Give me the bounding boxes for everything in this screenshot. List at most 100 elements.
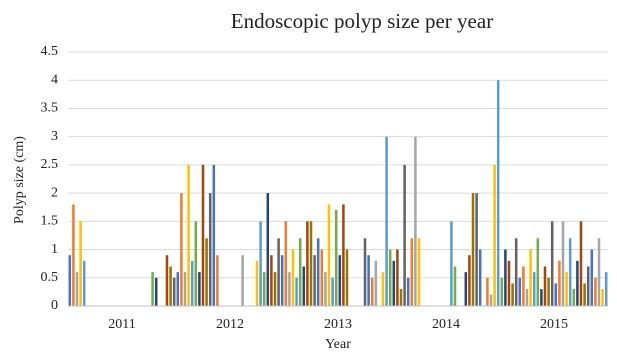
bar [284, 221, 288, 306]
bar [72, 204, 75, 306]
bar [180, 193, 183, 306]
bar [363, 238, 367, 306]
bar [316, 238, 320, 306]
bar [453, 266, 457, 306]
bar [601, 289, 604, 306]
bar [406, 277, 410, 306]
bar [172, 277, 176, 306]
x-tick-label: 2013 [324, 317, 352, 332]
y-tick-label: 3 [51, 129, 58, 144]
bar [583, 283, 586, 306]
bar [550, 221, 554, 306]
bar [313, 255, 316, 306]
bar [298, 238, 302, 306]
bar [345, 249, 349, 306]
bar [547, 277, 550, 306]
y-tick-label: 4 [51, 72, 58, 87]
bar [82, 260, 86, 306]
bar [579, 221, 583, 306]
bar [331, 277, 334, 306]
bar [507, 260, 511, 306]
bar [385, 136, 388, 306]
bar [259, 221, 262, 306]
bar [288, 272, 291, 306]
bar [291, 249, 295, 306]
bar [493, 164, 496, 306]
bar [558, 260, 561, 306]
bar [468, 255, 471, 306]
bar [471, 193, 475, 306]
bar [565, 272, 568, 306]
bar [543, 266, 547, 306]
bar [194, 221, 198, 306]
bar [374, 260, 378, 306]
bar [241, 255, 244, 306]
bar [154, 277, 158, 306]
bar [324, 272, 327, 306]
bar [266, 193, 270, 306]
bar [540, 289, 543, 306]
x-tick-label: 2014 [432, 317, 460, 332]
y-tick-label: 0 [51, 298, 58, 313]
bar [388, 249, 392, 306]
bar [198, 272, 201, 306]
bar [367, 255, 370, 306]
bar [183, 272, 187, 306]
bar [486, 277, 489, 306]
bar [176, 272, 180, 306]
bar [568, 238, 572, 306]
bar [151, 272, 154, 306]
bar [208, 193, 212, 306]
bar [205, 238, 208, 306]
bar [464, 272, 468, 306]
bar [489, 294, 493, 306]
bar [216, 255, 219, 306]
y-tick-label: 1.5 [41, 214, 59, 229]
bar [273, 272, 277, 306]
bar [392, 260, 396, 306]
bar [79, 221, 82, 306]
bar [190, 260, 194, 306]
bar [518, 277, 522, 306]
bar [572, 289, 576, 306]
chart-title: Endoscopic polyp size per year [231, 9, 493, 33]
y-axis-label: Polyp size (cm) [12, 136, 27, 224]
bar [514, 238, 518, 306]
bar [532, 272, 536, 306]
bar [262, 272, 266, 306]
bar [302, 266, 306, 306]
y-tick-label: 2 [51, 185, 58, 200]
bar [277, 238, 280, 306]
bar [478, 249, 482, 306]
bar [327, 204, 331, 306]
bar [586, 266, 590, 306]
bar [597, 238, 601, 306]
bar [270, 255, 273, 306]
bar [529, 249, 532, 306]
bar [496, 80, 500, 306]
x-axis-label: Year [325, 337, 351, 352]
bar [169, 266, 172, 306]
bar [338, 255, 342, 306]
bar [475, 193, 478, 306]
bar [320, 249, 324, 306]
y-tick-label: 4.5 [41, 44, 59, 59]
y-tick-label: 1 [51, 242, 58, 257]
bar [255, 260, 259, 306]
bar [381, 272, 385, 306]
bar [403, 164, 406, 306]
bar [594, 277, 597, 306]
bar [201, 164, 205, 306]
bar [511, 283, 514, 306]
bar [410, 238, 414, 306]
bar [504, 249, 507, 306]
bar [370, 277, 374, 306]
bar [342, 204, 345, 306]
bar [536, 238, 540, 306]
bar [417, 238, 421, 306]
bar [165, 255, 169, 306]
x-tick-label: 2011 [108, 317, 135, 332]
bar [309, 221, 313, 306]
bar [334, 210, 338, 306]
bar [450, 221, 453, 306]
